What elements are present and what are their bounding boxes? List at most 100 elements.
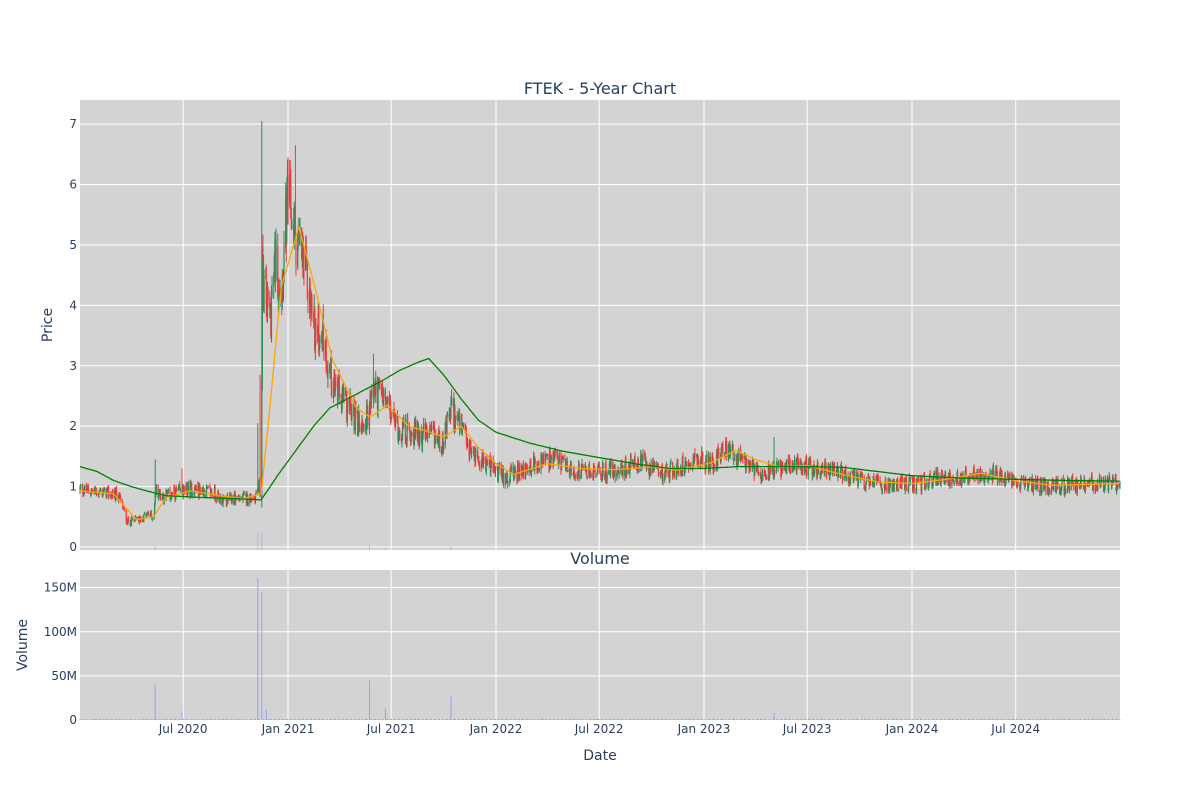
candle-body (1041, 479, 1042, 493)
candle-body (978, 472, 979, 482)
volume-bar (323, 719, 324, 720)
candle-body (794, 459, 795, 469)
candle-body (894, 483, 895, 491)
chart-title: FTEK - 5-Year Chart (524, 79, 676, 98)
candle-body (1109, 477, 1110, 480)
candle-body (455, 417, 456, 425)
candle-body (335, 381, 336, 383)
candle-body (377, 384, 378, 410)
candle-body (266, 274, 267, 306)
volume-bar (666, 719, 667, 720)
volume-bar (706, 719, 707, 720)
volume-overlay-bar (182, 549, 183, 550)
candle-body (475, 454, 476, 463)
candle-body (168, 489, 169, 493)
candle-body (477, 451, 478, 460)
candle-body (938, 477, 939, 485)
candle-body (204, 491, 205, 498)
x-tick-label: Jul 2024 (990, 722, 1040, 736)
candle-body (886, 488, 887, 490)
volume-bar (104, 719, 105, 720)
volume-bar (802, 719, 803, 720)
volume-bar (369, 680, 370, 720)
candle-body (618, 471, 619, 474)
volume-bar (208, 719, 209, 720)
candle-body (905, 479, 906, 490)
candle-body (375, 379, 376, 394)
price-y-tick-label: 1 (69, 480, 77, 494)
price-y-tick-label: 0 (69, 540, 77, 554)
candle-body (898, 489, 899, 490)
volume-bar (894, 719, 895, 720)
candle-body (248, 503, 249, 505)
candle-body (641, 454, 642, 455)
volume-bar (874, 719, 875, 720)
candle-body (274, 256, 275, 277)
volume-bar (311, 719, 312, 720)
candle-body (1009, 475, 1010, 477)
volume-bar (84, 719, 85, 720)
candle-body (262, 246, 263, 251)
candle-body (942, 471, 943, 474)
candle-body (367, 412, 368, 426)
volume-bar (515, 719, 516, 720)
candle-body (523, 464, 524, 476)
volume-bar (722, 719, 723, 720)
volume-bar (240, 719, 241, 720)
candle-body (399, 430, 400, 439)
candle-body (749, 463, 750, 469)
candle-body (626, 472, 627, 475)
candle-body (910, 478, 911, 483)
volume-bar (112, 719, 113, 720)
candle-body (445, 422, 446, 444)
candle-body (718, 451, 719, 454)
volume-bar (435, 719, 436, 720)
volume-bar (80, 719, 81, 720)
volume-bar (427, 719, 428, 720)
volume-bar (379, 719, 380, 720)
candle-body (547, 454, 548, 456)
candle-body (974, 468, 975, 479)
candle-body (271, 289, 272, 295)
x-tick-label: Jan 2024 (885, 722, 939, 736)
volume-axis-title: Volume (15, 619, 31, 671)
candle-body (563, 457, 564, 459)
volume-bar (172, 719, 173, 720)
candle-body (591, 474, 592, 475)
candle-body (510, 468, 511, 482)
volume-bar (555, 719, 556, 720)
candle-body (535, 461, 536, 463)
candle-body (80, 487, 81, 488)
candle-body (545, 458, 546, 462)
volume-overlay-bar (385, 548, 386, 550)
volume-bar (124, 719, 125, 720)
volume-bar (686, 719, 687, 720)
price-y-tick-label: 5 (69, 238, 77, 252)
candle-body (315, 323, 316, 334)
volume-bar (858, 719, 859, 720)
candle-body (820, 475, 821, 478)
volume-bar (212, 719, 213, 720)
candle-body (160, 493, 161, 499)
volume-bar (351, 719, 352, 720)
candle-body (662, 478, 663, 482)
candle-body (495, 467, 496, 473)
candle-body (1085, 485, 1086, 487)
volume-bar (1029, 719, 1030, 720)
candle-body (822, 462, 823, 469)
volume-bar (411, 719, 412, 720)
volume-bar (319, 719, 320, 720)
volume-bar (786, 719, 787, 720)
volume-bar (591, 719, 592, 720)
volume-bar (615, 719, 616, 720)
volume-bar (1069, 719, 1070, 720)
candle-body (967, 477, 968, 483)
volume-bar (599, 719, 600, 720)
candle-body (136, 517, 137, 518)
volume-bar (718, 719, 719, 720)
candle-body (152, 519, 153, 520)
volume-bar (567, 719, 568, 720)
volume-bar (148, 719, 149, 720)
candle-body (617, 471, 618, 475)
